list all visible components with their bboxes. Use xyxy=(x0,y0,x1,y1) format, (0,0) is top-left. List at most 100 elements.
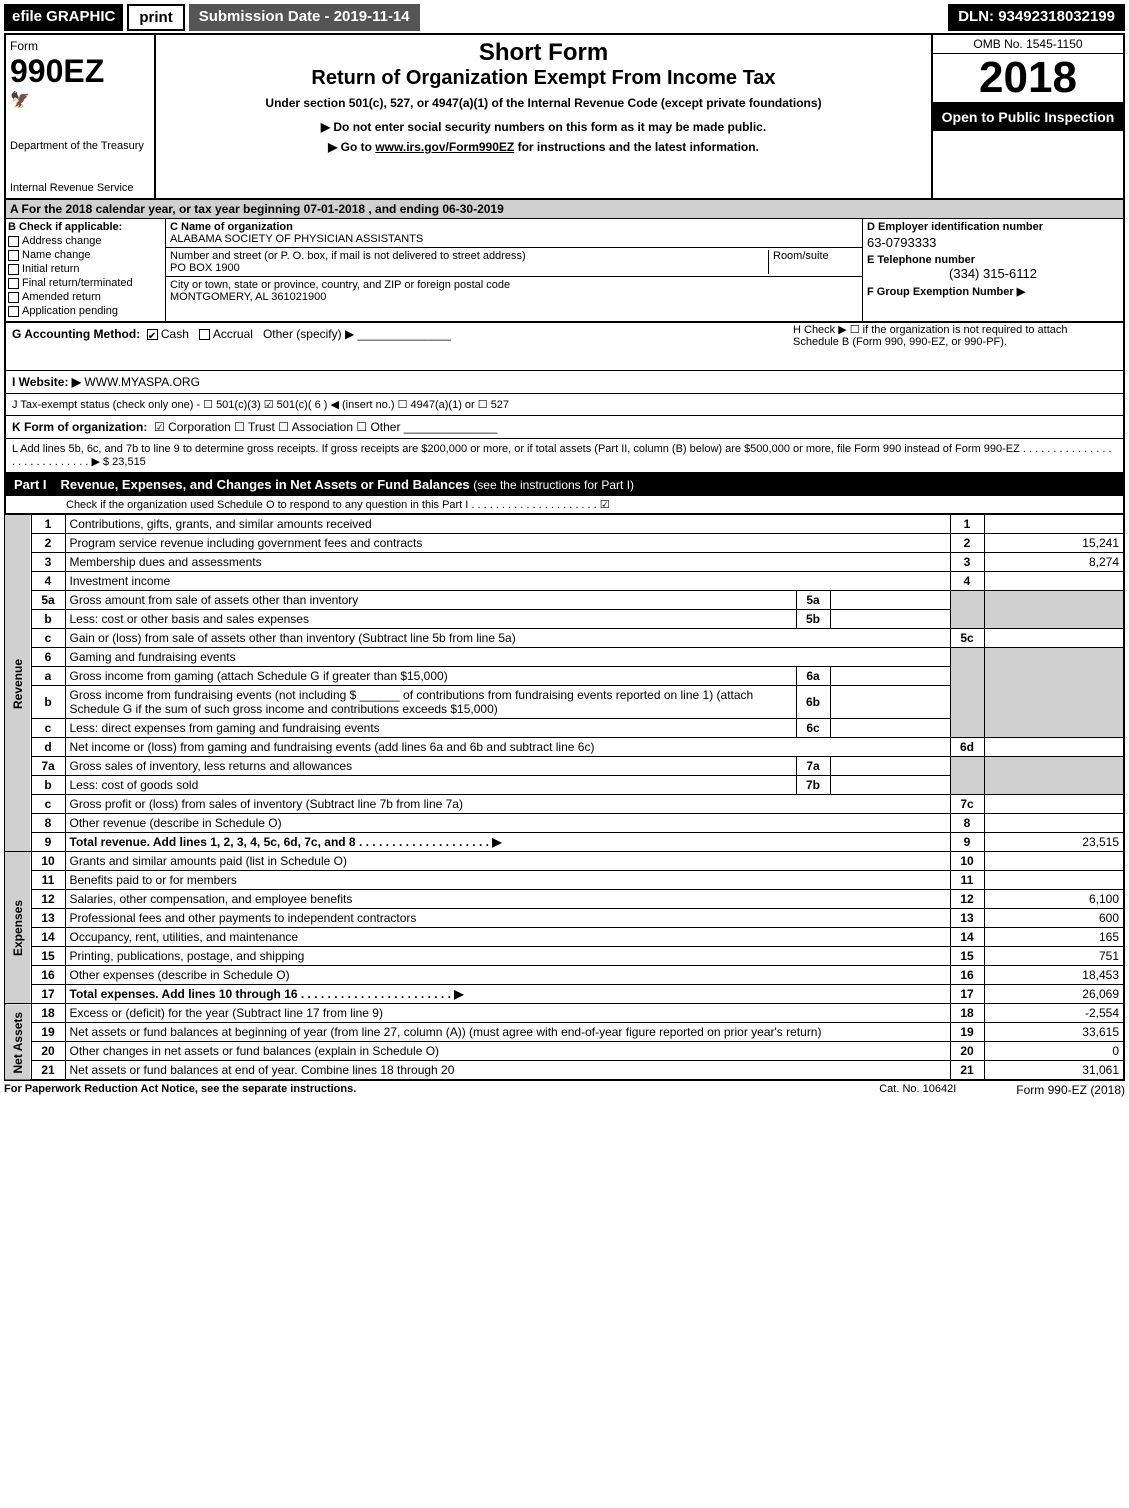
chk-cash[interactable] xyxy=(147,329,158,340)
rln-19: 19 xyxy=(950,1023,984,1042)
mval-6a xyxy=(830,667,950,686)
mval-5a xyxy=(830,591,950,610)
print-button[interactable]: print xyxy=(127,4,184,31)
rln-5c: 5c xyxy=(950,629,984,648)
rln-14: 14 xyxy=(950,928,984,947)
rval-12: 6,100 xyxy=(984,890,1124,909)
ln-12: 12 xyxy=(31,890,65,909)
part-1-sub: Check if the organization used Schedule … xyxy=(4,496,1125,514)
ln-6b: b xyxy=(31,686,65,719)
desc-15: Printing, publications, postage, and shi… xyxy=(65,947,950,966)
line-3: 3 Membership dues and assessments 3 8,27… xyxy=(5,553,1124,572)
chk-amended-return[interactable]: Amended return xyxy=(8,291,163,303)
ln-19: 19 xyxy=(31,1023,65,1042)
goto-link[interactable]: www.irs.gov/Form990EZ xyxy=(375,140,514,154)
omb-number: OMB No. 1545-1150 xyxy=(933,35,1123,54)
shade-6v xyxy=(984,648,1124,738)
ln-4: 4 xyxy=(31,572,65,591)
dln: DLN: 93492318032199 xyxy=(948,4,1125,31)
dln-label: DLN: xyxy=(958,8,998,25)
chk-accrual[interactable] xyxy=(199,329,210,340)
rval-3: 8,274 xyxy=(984,553,1124,572)
line-11: 11 Benefits paid to or for members 11 xyxy=(5,871,1124,890)
chk-initial-return[interactable]: Initial return xyxy=(8,263,163,275)
i-label: I Website: ▶ xyxy=(12,375,81,389)
rln-21: 21 xyxy=(950,1061,984,1081)
submission-date-value: 2019-11-14 xyxy=(334,8,410,25)
chk-application-pending[interactable]: Application pending xyxy=(8,305,163,317)
rln-18: 18 xyxy=(950,1004,984,1023)
line-7a: 7a Gross sales of inventory, less return… xyxy=(5,757,1124,776)
ln-7c: c xyxy=(31,795,65,814)
mln-7b: 7b xyxy=(796,776,830,795)
line-5c: c Gain or (loss) from sale of assets oth… xyxy=(5,629,1124,648)
desc-21: Net assets or fund balances at end of ye… xyxy=(65,1061,950,1081)
rln-16: 16 xyxy=(950,966,984,985)
ln-18: 18 xyxy=(31,1004,65,1023)
desc-16: Other expenses (describe in Schedule O) xyxy=(65,966,950,985)
shade-6 xyxy=(950,648,984,738)
desc-12: Salaries, other compensation, and employ… xyxy=(65,890,950,909)
chk-address-change[interactable]: Address change xyxy=(8,235,163,247)
g-label: G Accounting Method: xyxy=(12,327,140,341)
rval-19: 33,615 xyxy=(984,1023,1124,1042)
ln-5c: c xyxy=(31,629,65,648)
rval-21: 31,061 xyxy=(984,1061,1124,1081)
line-5a: 5a Gross amount from sale of assets othe… xyxy=(5,591,1124,610)
goto-pre: ▶ Go to xyxy=(328,140,375,154)
rval-9: 23,515 xyxy=(984,833,1124,852)
rval-18: -2,554 xyxy=(984,1004,1124,1023)
chk-name-change[interactable]: Name change xyxy=(8,249,163,261)
desc-6c: Less: direct expenses from gaming and fu… xyxy=(65,719,796,738)
submission-date-label: Submission Date - xyxy=(199,8,334,25)
k-opts: ☑ Corporation ☐ Trust ☐ Association ☐ Ot… xyxy=(154,420,400,434)
desc-10: Grants and similar amounts paid (list in… xyxy=(65,852,950,871)
rval-8 xyxy=(984,814,1124,833)
desc-7b: Less: cost of goods sold xyxy=(65,776,796,795)
line-20: 20 Other changes in net assets or fund b… xyxy=(5,1042,1124,1061)
row-h-check: H Check ▶ ☐ if the organization is not r… xyxy=(793,323,1113,348)
line-17: 17 Total expenses. Add lines 10 through … xyxy=(5,985,1124,1004)
open-public: Open to Public Inspection xyxy=(933,103,1123,131)
ln-7a: 7a xyxy=(31,757,65,776)
desc-3: Membership dues and assessments xyxy=(65,553,950,572)
line-9: 9 Total revenue. Add lines 1, 2, 3, 4, 5… xyxy=(5,833,1124,852)
rln-11: 11 xyxy=(950,871,984,890)
ln-6c: c xyxy=(31,719,65,738)
part-1-rest: (see the instructions for Part I) xyxy=(473,478,634,492)
line-2: 2 Program service revenue including gove… xyxy=(5,534,1124,553)
form-word: Form xyxy=(10,39,150,53)
line-19: 19 Net assets or fund balances at beginn… xyxy=(5,1023,1124,1042)
rln-17: 17 xyxy=(950,985,984,1004)
phone-value: (334) 315-6112 xyxy=(867,266,1119,281)
part-1-label: Part I xyxy=(14,477,47,492)
rval-17: 26,069 xyxy=(984,985,1124,1004)
ln-8: 8 xyxy=(31,814,65,833)
ln-5a: 5a xyxy=(31,591,65,610)
row-j-tax-exempt: J Tax-exempt status (check only one) - ☐… xyxy=(4,394,1125,416)
rval-2: 15,241 xyxy=(984,534,1124,553)
desc-6a: Gross income from gaming (attach Schedul… xyxy=(65,667,796,686)
desc-14: Occupancy, rent, utilities, and maintena… xyxy=(65,928,950,947)
ln-13: 13 xyxy=(31,909,65,928)
desc-1: Contributions, gifts, grants, and simila… xyxy=(65,515,950,534)
dln-value: 93492318032199 xyxy=(998,8,1115,25)
k-label: K Form of organization: xyxy=(12,420,147,434)
rval-11 xyxy=(984,871,1124,890)
footer-cat-no: Cat. No. 10642I xyxy=(879,1083,956,1097)
g-other: Other (specify) ▶ xyxy=(263,327,354,341)
mval-6c xyxy=(830,719,950,738)
ln-10: 10 xyxy=(31,852,65,871)
org-name-row: C Name of organization ALABAMA SOCIETY O… xyxy=(166,219,862,248)
ln-7b: b xyxy=(31,776,65,795)
street-row: Number and street (or P. O. box, if mail… xyxy=(166,248,862,277)
mval-7b xyxy=(830,776,950,795)
ln-17: 17 xyxy=(31,985,65,1004)
rln-10: 10 xyxy=(950,852,984,871)
mln-5b: 5b xyxy=(796,610,830,629)
g-cash: Cash xyxy=(161,327,189,341)
mln-6a: 6a xyxy=(796,667,830,686)
form-header: Form 990EZ 🦅 Department of the Treasury … xyxy=(4,33,1125,200)
desc-6d: Net income or (loss) from gaming and fun… xyxy=(65,738,950,757)
chk-final-return[interactable]: Final return/terminated xyxy=(8,277,163,289)
